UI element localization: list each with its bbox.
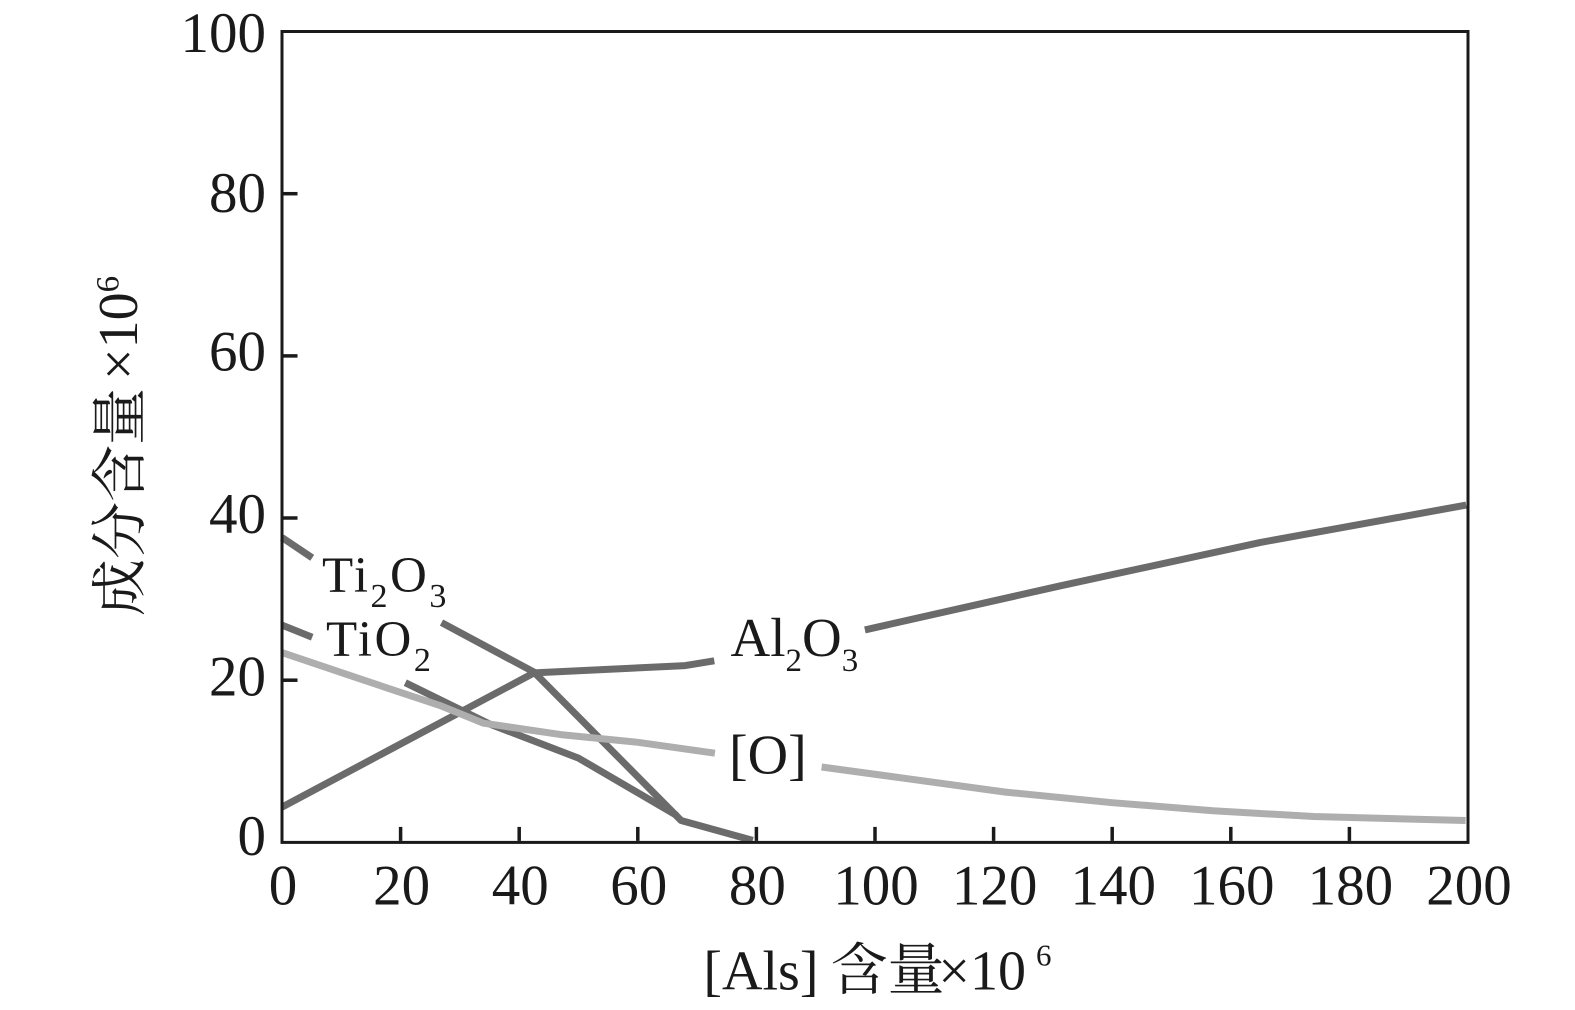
- svg-text:20: 20: [209, 645, 266, 708]
- svg-text:80: 80: [729, 854, 786, 917]
- svg-text:[Als]: [Als]: [703, 941, 818, 1003]
- svg-text:80: 80: [209, 162, 266, 225]
- svg-text:180: 180: [1308, 854, 1394, 917]
- svg-text:6: 6: [1036, 938, 1052, 973]
- svg-text:40: 40: [492, 854, 549, 917]
- svg-text:160: 160: [1189, 854, 1275, 917]
- svg-text:140: 140: [1070, 854, 1156, 917]
- svg-text:60: 60: [209, 321, 266, 384]
- svg-text:0: 0: [238, 805, 267, 868]
- svg-text:Al2​O3​: Al2​O3​: [731, 607, 859, 679]
- svg-text:120: 120: [952, 854, 1038, 917]
- svg-text:Ti2​O3​: Ti2​O3​: [322, 548, 449, 615]
- svg-text:×10: ×10: [88, 292, 150, 380]
- svg-text:60: 60: [610, 854, 667, 917]
- svg-text:6: 6: [91, 276, 127, 293]
- svg-text:TiO2​: TiO2​: [326, 612, 433, 679]
- svg-text:0: 0: [269, 854, 298, 917]
- svg-text:40: 40: [209, 483, 266, 546]
- svg-text:100: 100: [833, 854, 919, 917]
- svg-text:100: 100: [181, 2, 267, 65]
- svg-text:[O]: [O]: [729, 725, 807, 787]
- svg-text:×10: ×10: [938, 941, 1026, 1003]
- svg-text:200: 200: [1426, 854, 1512, 917]
- svg-text:20: 20: [373, 854, 430, 917]
